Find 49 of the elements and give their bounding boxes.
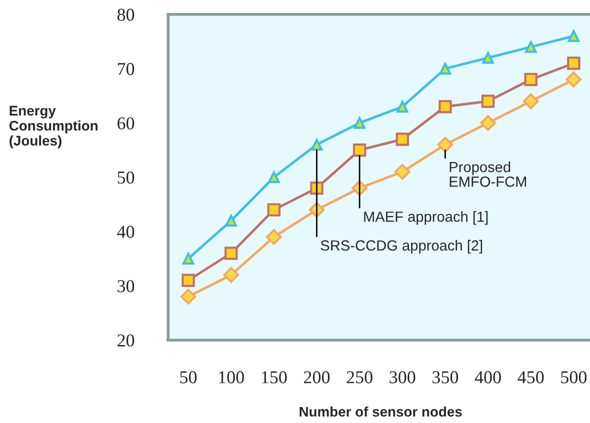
point (182, 252, 194, 265)
y-tick-label: 60 (118, 117, 134, 130)
y-tick-label: 80 (117, 8, 134, 21)
point (354, 117, 366, 129)
y-tick-label: 70 (118, 62, 134, 76)
point (481, 94, 495, 108)
point (180, 288, 196, 305)
y-tick-label: 50 (118, 171, 134, 184)
point (566, 72, 582, 88)
point (524, 72, 538, 86)
x-tick-label: 400 (474, 371, 501, 384)
point (482, 52, 494, 64)
point (394, 164, 410, 180)
annotation: SRS-CCDG approach [2] (320, 240, 482, 254)
x-tick-label: 500 (561, 371, 587, 384)
x-tick-label: 250 (346, 371, 372, 384)
point (524, 41, 537, 53)
point (396, 100, 408, 113)
point (437, 136, 454, 153)
y-tick-label: 30 (118, 280, 134, 292)
annotation: Proposed EMFO-FCM (450, 161, 526, 187)
point (223, 267, 240, 283)
point (310, 138, 323, 151)
x-tick-label: 300 (390, 371, 416, 384)
point (224, 246, 238, 260)
x-tick-label: 200 (304, 371, 330, 384)
x-tick-label: 450 (518, 371, 544, 384)
point (438, 100, 452, 114)
point (225, 214, 238, 227)
x-tick-label: 150 (262, 371, 287, 384)
point (439, 62, 452, 75)
point (267, 203, 281, 216)
y-tick-label: 20 (118, 334, 134, 347)
point (352, 143, 366, 157)
point (568, 30, 580, 42)
point (480, 115, 496, 131)
point (266, 229, 282, 245)
point (182, 274, 195, 287)
point (522, 93, 539, 110)
point (567, 56, 580, 70)
x-tick-label: 350 (432, 371, 458, 384)
x-tick-label: 50 (180, 371, 197, 384)
x-axis-title: Number of sensor nodes (300, 406, 462, 417)
y-tick-label: 40 (117, 226, 134, 238)
x-tick-label: 100 (219, 371, 244, 384)
y-axis-title: Energy Consumption (Joules) (9, 106, 98, 148)
point (268, 171, 280, 184)
annotation: MAEF approach [1] (364, 211, 488, 225)
point (396, 132, 409, 146)
